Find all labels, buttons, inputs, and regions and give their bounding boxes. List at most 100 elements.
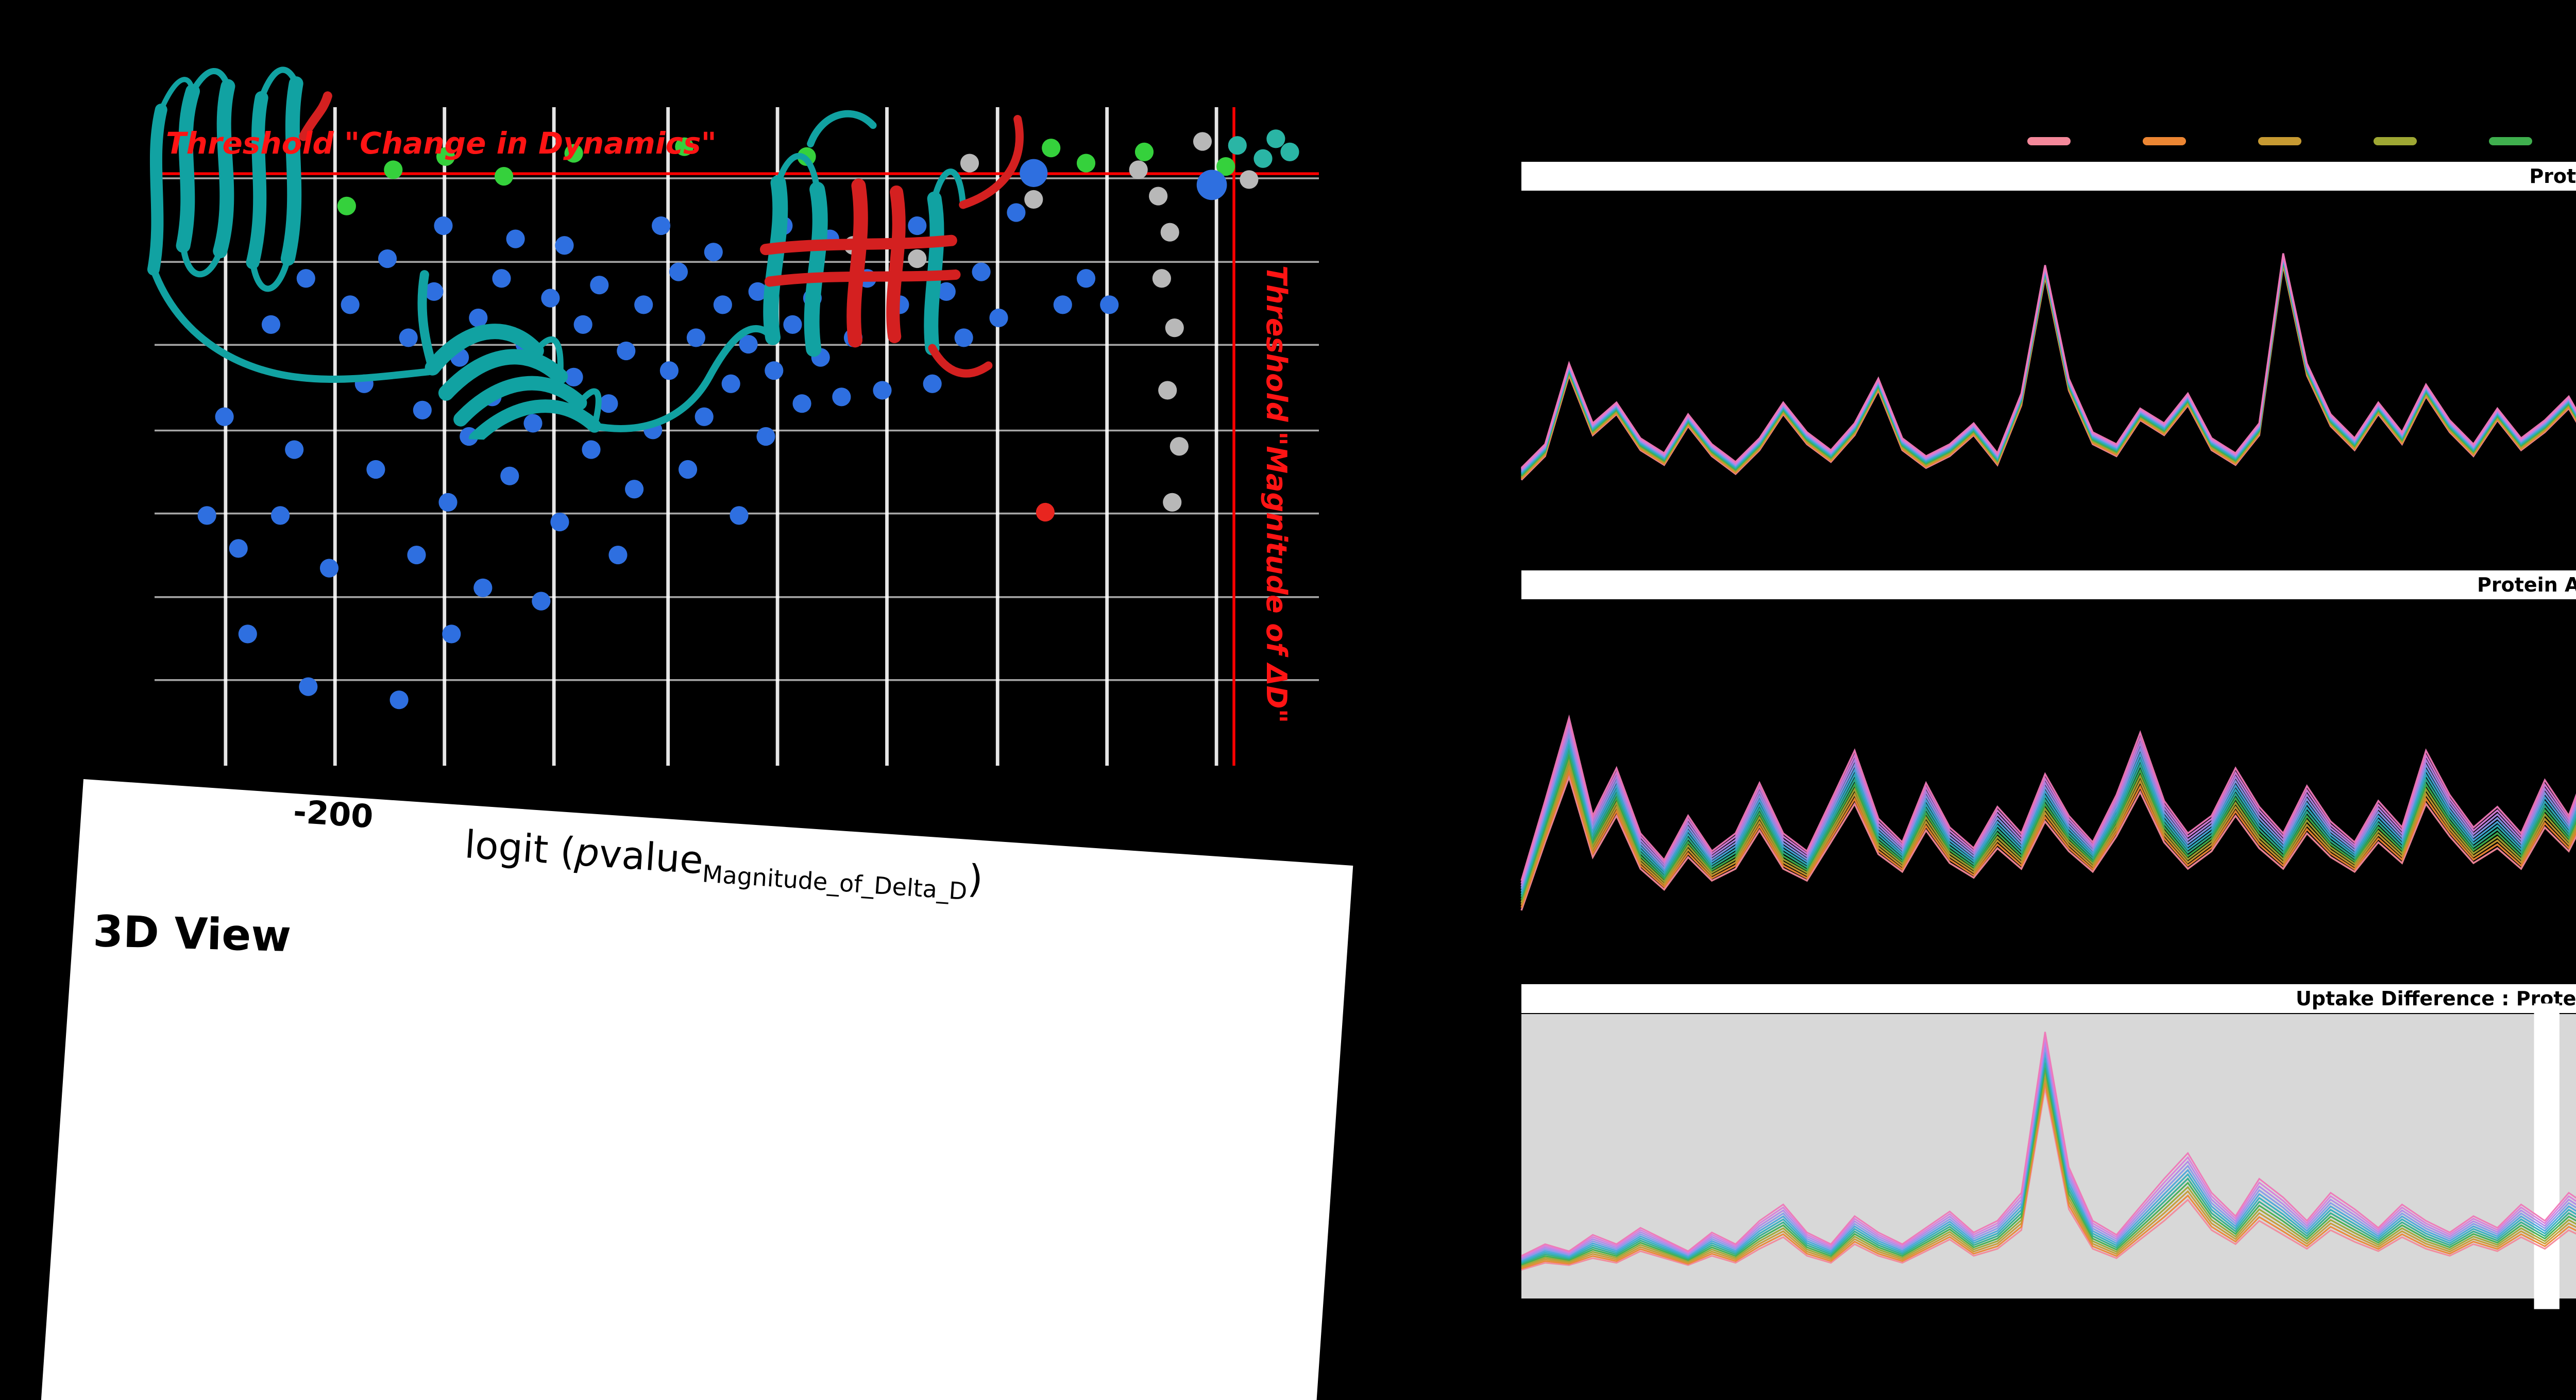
- volcano-point[interactable]: [617, 341, 636, 361]
- volcano-point[interactable]: [675, 137, 694, 156]
- volcano-point[interactable]: [908, 249, 927, 268]
- volcano-point[interactable]: [1149, 187, 1168, 206]
- volcano-point[interactable]: [1266, 129, 1285, 148]
- volcano-point[interactable]: [873, 381, 892, 400]
- volcano-point[interactable]: [694, 407, 714, 426]
- volcano-point[interactable]: [573, 315, 592, 334]
- volcano-point[interactable]: [739, 334, 758, 354]
- volcano-point[interactable]: [389, 690, 409, 710]
- volcano-point[interactable]: [442, 625, 461, 644]
- volcano-point[interactable]: [713, 295, 732, 314]
- volcano-point[interactable]: [923, 374, 942, 393]
- volcano-point[interactable]: [366, 460, 385, 479]
- volcano-point[interactable]: [399, 328, 418, 347]
- volcano-point[interactable]: [425, 282, 444, 301]
- volcano-point[interactable]: [473, 578, 493, 597]
- volcano-point[interactable]: [564, 367, 583, 386]
- volcano-point[interactable]: [1170, 437, 1189, 456]
- volcano-point[interactable]: [1193, 132, 1212, 151]
- volcano-point[interactable]: [229, 539, 248, 558]
- volcano-point[interactable]: [730, 506, 749, 525]
- uptake-series-8[interactable]: [1521, 636, 2576, 888]
- volcano-point[interactable]: [1228, 136, 1247, 155]
- uptake-series-6[interactable]: [1521, 654, 2576, 895]
- uptake-series-10[interactable]: [1521, 1037, 2576, 1257]
- volcano-point[interactable]: [652, 216, 671, 235]
- volcano-point[interactable]: [686, 328, 705, 347]
- volcano-point[interactable]: [634, 295, 653, 314]
- legend-dash-3[interactable]: [2374, 137, 2417, 145]
- volcano-point[interactable]: [1020, 159, 1048, 187]
- volcano-point[interactable]: [261, 315, 281, 334]
- volcano-point[interactable]: [599, 394, 618, 413]
- uptake-series-5[interactable]: [1521, 1062, 2576, 1263]
- volcano-point[interactable]: [506, 229, 525, 248]
- volcano-point[interactable]: [1160, 223, 1179, 242]
- volcano-point[interactable]: [492, 269, 511, 288]
- uptake-chart-protein-a[interactable]: [1521, 192, 2576, 555]
- volcano-point[interactable]: [748, 282, 767, 301]
- uptake-series-2[interactable]: [1521, 691, 2576, 905]
- volcano-point[interactable]: [721, 374, 740, 393]
- volcano-point[interactable]: [1216, 157, 1235, 176]
- volcano-point[interactable]: [608, 545, 628, 565]
- volcano-point[interactable]: [989, 308, 1008, 328]
- uptake-series-3[interactable]: [1521, 1073, 2576, 1266]
- volcano-point[interactable]: [1053, 295, 1072, 314]
- volcano-point[interactable]: [337, 196, 356, 215]
- protein-3d-structure[interactable]: [0, 0, 1184, 464]
- uptake-difference-chart[interactable]: [1521, 1003, 2576, 1309]
- volcano-point[interactable]: [1042, 139, 1061, 158]
- volcano-point[interactable]: [197, 506, 216, 525]
- volcano-point[interactable]: [1076, 269, 1096, 288]
- volcano-point[interactable]: [384, 160, 403, 179]
- volcano-point[interactable]: [434, 216, 453, 235]
- legend-dash-4[interactable]: [2489, 137, 2532, 145]
- volcano-point[interactable]: [960, 154, 979, 173]
- legend-dash-2[interactable]: [2258, 137, 2301, 145]
- volcano-point[interactable]: [783, 315, 802, 334]
- volcano-point[interactable]: [413, 400, 432, 419]
- volcano-point[interactable]: [1076, 154, 1096, 173]
- volcano-point[interactable]: [532, 592, 551, 611]
- volcano-point[interactable]: [1152, 269, 1171, 288]
- volcano-point[interactable]: [469, 308, 488, 328]
- volcano-point[interactable]: [1280, 142, 1299, 161]
- uptake-series-4[interactable]: [1521, 672, 2576, 900]
- volcano-point[interactable]: [378, 249, 397, 268]
- volcano-point[interactable]: [319, 559, 339, 578]
- volcano-point[interactable]: [550, 512, 569, 532]
- volcano-point[interactable]: [271, 506, 290, 525]
- uptake-series-7[interactable]: [1521, 1052, 2576, 1261]
- volcano-point[interactable]: [669, 262, 688, 281]
- volcano-point[interactable]: [832, 387, 851, 407]
- uptake-series-7[interactable]: [1521, 645, 2576, 891]
- uptake-series-11[interactable]: [1521, 232, 2576, 468]
- volcano-point[interactable]: [590, 276, 609, 295]
- uptake-series-9[interactable]: [1521, 1042, 2576, 1258]
- volcano-point[interactable]: [564, 144, 583, 163]
- volcano-point[interactable]: [765, 361, 784, 380]
- volcano-point[interactable]: [296, 269, 315, 288]
- uptake-chart-protein-a-ligand[interactable]: [1521, 601, 2576, 962]
- uptake-series-5[interactable]: [1521, 663, 2576, 897]
- volcano-point[interactable]: [937, 282, 956, 301]
- volcano-point[interactable]: [954, 328, 973, 347]
- uptake-series-2[interactable]: [1521, 1078, 2576, 1268]
- volcano-point[interactable]: [438, 493, 457, 512]
- volcano-point[interactable]: [1134, 142, 1154, 161]
- volcano-point[interactable]: [659, 361, 679, 380]
- uptake-series-9[interactable]: [1521, 627, 2576, 886]
- volcano-point[interactable]: [494, 167, 514, 186]
- volcano-point[interactable]: [1158, 381, 1177, 400]
- volcano-point[interactable]: [1163, 493, 1182, 512]
- volcano-point[interactable]: [500, 466, 519, 485]
- uptake-series-3[interactable]: [1521, 682, 2576, 902]
- volcano-point[interactable]: [1240, 170, 1259, 189]
- volcano-point[interactable]: [555, 236, 574, 255]
- volcano-point[interactable]: [1100, 295, 1119, 314]
- volcano-point[interactable]: [341, 295, 360, 314]
- uptake-series-0[interactable]: [1521, 709, 2576, 910]
- volcano-point[interactable]: [299, 677, 318, 696]
- uptake-series-0[interactable]: [1521, 1088, 2576, 1270]
